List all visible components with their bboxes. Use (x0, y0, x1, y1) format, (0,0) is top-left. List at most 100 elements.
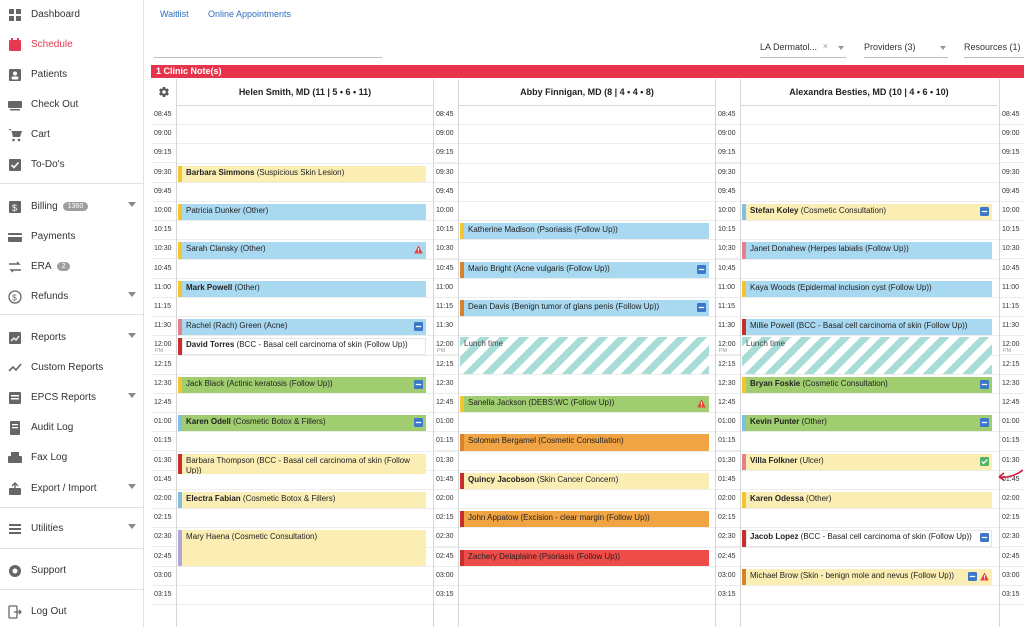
search-input[interactable] (154, 40, 382, 58)
appointment-block[interactable]: Mary Haena (Cosmetic Consultation) (178, 530, 426, 566)
sidebar-item-log-out[interactable]: Log Out (0, 599, 144, 623)
providers-dropdown[interactable]: Providers (3) (864, 40, 948, 58)
chevron-down-icon[interactable] (128, 524, 136, 529)
time-text: 09:45 (436, 187, 454, 195)
appointment-block[interactable]: Zachery Delaplaine (Psoriasis (Follow Up… (460, 549, 709, 566)
time-label: 01:45 (999, 471, 1024, 490)
note-icon[interactable] (697, 264, 706, 274)
appointment-block[interactable]: Villa Folkner (Ulcer) (742, 453, 992, 470)
note-icon[interactable] (980, 533, 989, 543)
sidebar-item-epcs-reports[interactable]: EPCS Reports (0, 385, 144, 409)
warning-icon[interactable] (980, 572, 989, 581)
column-divider (458, 106, 459, 627)
sidebar-item-payments[interactable]: Payments (0, 224, 144, 248)
sidebar-item-reports[interactable]: Reports (0, 325, 144, 349)
time-text: 11:30 (436, 322, 453, 330)
appointment-block[interactable]: Karen Odell (Cosmetic Botox & Fillers) (178, 415, 426, 432)
sidebar-item-billing[interactable]: $ Billing 1360 (0, 194, 144, 218)
sidebar-item-audit-log[interactable]: Audit Log (0, 415, 144, 439)
appointment-block[interactable]: David Torres (BCC - Basal cell carcinoma… (178, 338, 426, 355)
note-icon[interactable] (980, 379, 989, 389)
clear-icon[interactable]: × (822, 41, 828, 51)
note-icon[interactable] (414, 418, 423, 428)
note-icon[interactable] (980, 207, 989, 216)
note-icon[interactable] (697, 303, 706, 312)
resources-dropdown[interactable]: Resources (1) (964, 40, 1024, 58)
appointment-block[interactable]: Sarah Clansky (Other) (178, 242, 426, 259)
sidebar-item-utilities[interactable]: Utilities (0, 516, 144, 540)
appointment-block[interactable]: Bryan Foskie (Cosmetic Consultation) (742, 376, 992, 393)
time-text: 09:45 (1002, 187, 1020, 195)
time-text: 02:30 (436, 533, 454, 541)
time-text: 02:15 (718, 514, 736, 522)
location-dropdown[interactable]: LA Dermatol... × (760, 40, 846, 58)
appointment-block[interactable]: Jack Black (Actinic keratosis (Follow Up… (178, 376, 426, 393)
time-text: 11:30 (1002, 322, 1019, 330)
sidebar-item-era[interactable]: ERA 2 (0, 254, 144, 278)
appointment-block[interactable]: Mario Bright (Acne vulgaris (Follow Up)) (460, 261, 709, 278)
appointment-block[interactable]: Dean Davis (Benign tumor of glans penis … (460, 300, 709, 317)
note-icon[interactable] (968, 571, 977, 581)
sidebar-item-export-import[interactable]: Export / Import (0, 476, 144, 500)
appointment-block[interactable]: John Appatow (Excision - clear margin (F… (460, 511, 709, 528)
sidebar-item-support[interactable]: Support (0, 558, 144, 582)
appointment-block[interactable]: Sanella Jackson (DEBS:WC (Follow Up)) (460, 396, 709, 413)
appointment-block[interactable]: Kaya Woods (Epidermal inclusion cyst (Fo… (742, 280, 992, 297)
count-badge: 1360 (62, 201, 89, 211)
appointment-block[interactable]: Mark Powell (Other) (178, 280, 426, 297)
time-text: 02:45 (1002, 552, 1020, 560)
sidebar-item-refunds[interactable]: $ Refunds (0, 284, 144, 308)
appointment-block[interactable]: Katherine Madison (Psoriasis (Follow Up)… (460, 223, 709, 240)
time-label: 08:45 (151, 106, 177, 125)
checked-in-icon[interactable] (980, 456, 989, 466)
sidebar-item-label: Cart (31, 128, 50, 140)
sidebar-item-to-do-s[interactable]: To-Do's (0, 152, 144, 176)
chevron-down-icon[interactable] (128, 333, 136, 338)
chevron-down-icon[interactable] (128, 292, 136, 297)
time-label: 10:30 (433, 240, 459, 260)
appointment-block[interactable]: Quincy Jacobson (Skin Cancer Concern) (460, 472, 709, 489)
time-label: 10:00 (151, 202, 177, 221)
time-label: 02:45 (151, 548, 177, 567)
sidebar-item-schedule[interactable]: Schedule (0, 32, 144, 56)
appointment-block[interactable]: Barbara Simmons (Suspicious Skin Lesion) (178, 165, 426, 182)
gear-icon[interactable] (158, 86, 170, 98)
time-text: 09:00 (436, 130, 454, 138)
appointment-block[interactable]: Patricia Dunker (Other) (178, 204, 426, 221)
appointment-block[interactable]: Millie Powell (BCC - Basal cell carcinom… (742, 319, 992, 336)
appointment-block[interactable]: Stefan Koley (Cosmetic Consultation) (742, 204, 992, 221)
sidebar-item-label: ERA (31, 260, 52, 272)
appointment-block[interactable]: Barbara Thompson (BCC - Basal cell carci… (178, 453, 426, 474)
appointment-block[interactable]: Kevin Punter (Other) (742, 415, 992, 432)
note-icon[interactable] (980, 418, 989, 428)
appointment-block[interactable]: Janet Donahew (Herpes labialis (Follow U… (742, 242, 992, 259)
time-label: 02:15 (151, 509, 177, 529)
sidebar-item-check-out[interactable]: Check Out (0, 92, 144, 116)
time-label: 09:15 (715, 144, 741, 164)
appointment-block[interactable]: Rachel (Rach) Green (Acne) (178, 319, 426, 336)
online-appointments-link[interactable]: Online Appointments (208, 9, 292, 19)
sidebar-item-custom-reports[interactable]: Custom Reports (0, 355, 144, 379)
time-text: 02:30 (1002, 533, 1020, 541)
appointment-block[interactable]: Electra Fabian (Cosmetic Botox & Fillers… (178, 492, 426, 509)
appointment-block[interactable]: Jacob Lopez (BCC - Basal cell carcinoma … (742, 530, 992, 547)
chevron-down-icon[interactable] (128, 202, 136, 207)
warning-icon[interactable] (414, 245, 423, 254)
note-icon[interactable] (414, 379, 423, 389)
appointment-reason: (Other) (803, 494, 832, 503)
appointment-block[interactable]: Soloman Bergamel (Cosmetic Consultation) (460, 434, 709, 451)
sidebar-item-fax-log[interactable]: Fax Log (0, 445, 144, 469)
time-text: 02:45 (436, 552, 454, 560)
appointment-block[interactable]: Michael Brow (Skin - benign mole and nev… (742, 568, 992, 585)
sidebar-item-dashboard[interactable]: Dashboard (0, 2, 144, 26)
waitlist-link[interactable]: Waitlist (160, 9, 189, 19)
chevron-down-icon[interactable] (128, 484, 136, 489)
patient-name: Millie Powell (750, 321, 795, 331)
sidebar-item-patients[interactable]: Patients (0, 62, 144, 86)
note-icon[interactable] (414, 322, 423, 332)
chevron-down-icon[interactable] (128, 393, 136, 398)
warning-icon[interactable] (697, 399, 706, 408)
clinic-note-banner[interactable]: 1 Clinic Note(s) (151, 65, 1024, 78)
appointment-block[interactable]: Karen Odessa (Other) (742, 492, 992, 509)
sidebar-item-cart[interactable]: Cart (0, 122, 144, 146)
